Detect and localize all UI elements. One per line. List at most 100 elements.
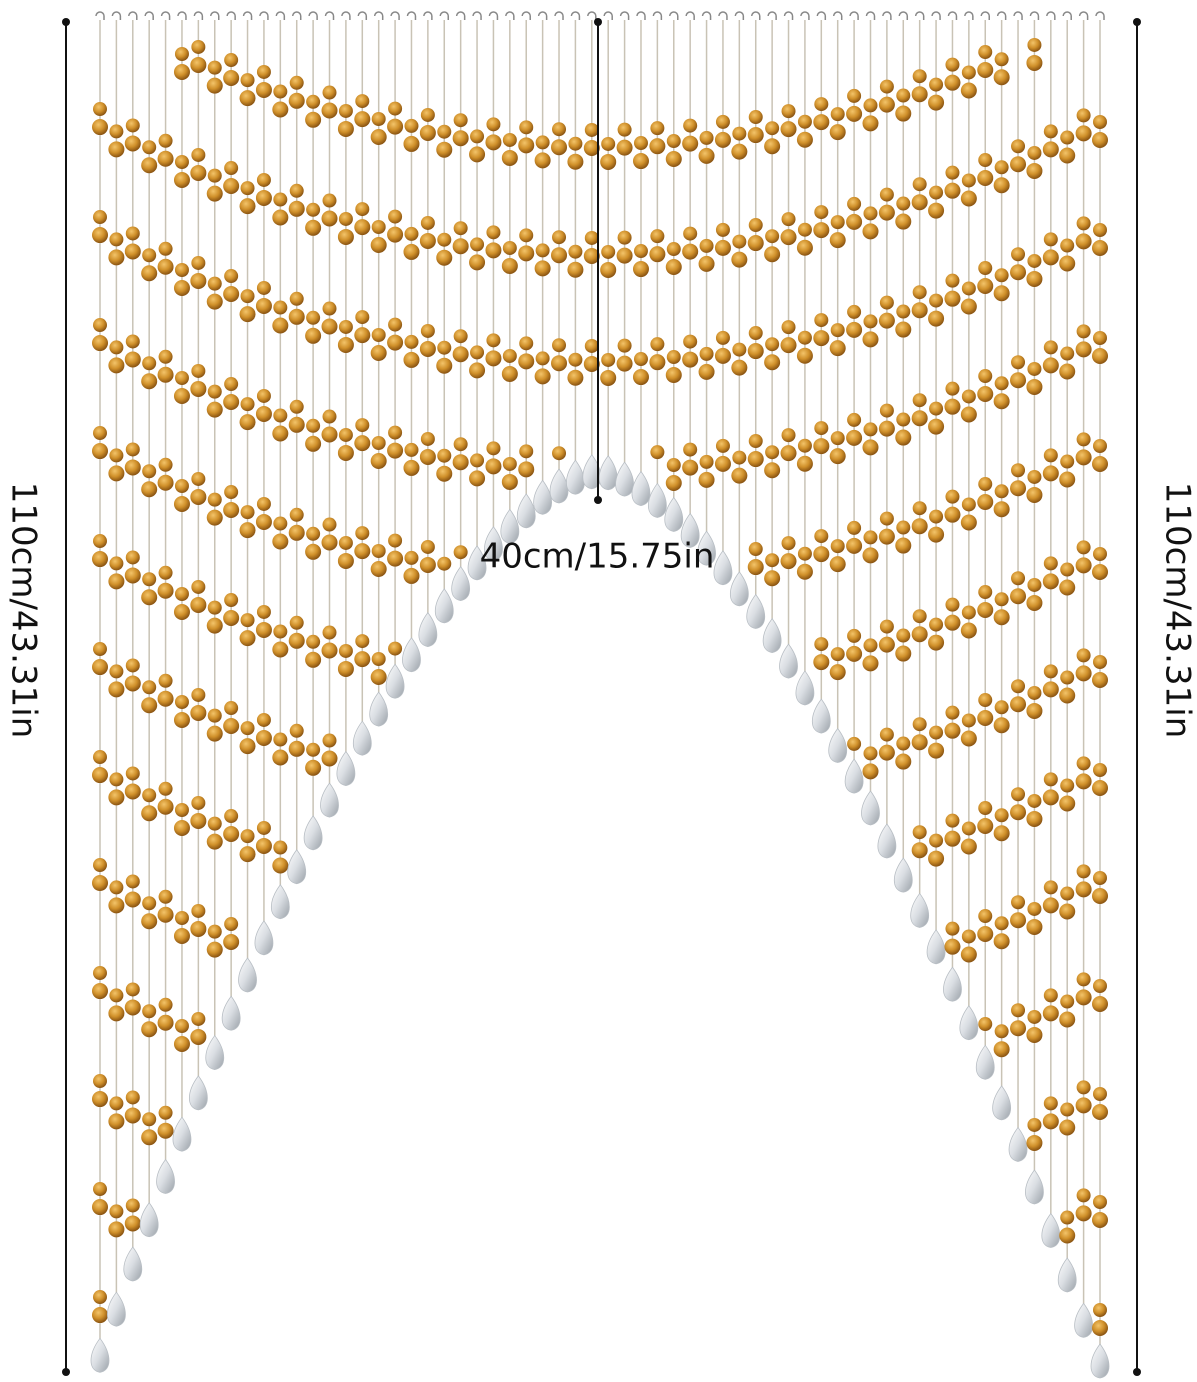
dimension-lines [65, 22, 1138, 1372]
amber-bead [371, 651, 386, 666]
amber-bead [108, 789, 125, 806]
amber-bead [206, 401, 223, 418]
amber-bead [960, 514, 977, 531]
amber-bead [338, 103, 353, 118]
amber-bead [878, 96, 895, 113]
amber-bead [1042, 141, 1059, 158]
amber-bead [207, 492, 222, 507]
amber-bead [92, 119, 108, 136]
amber-bead [124, 999, 141, 1016]
amber-bead [157, 1122, 174, 1139]
amber-bead [256, 604, 271, 619]
amber-bead [846, 645, 863, 662]
endpoint [594, 18, 602, 26]
amber-bead [191, 363, 206, 378]
amber-bead [224, 593, 239, 608]
amber-bead [1059, 1119, 1076, 1136]
amber-bead [911, 626, 928, 643]
amber-bead [1093, 1087, 1107, 1101]
amber-bead [911, 842, 928, 859]
amber-bead [388, 425, 403, 440]
crystal-drop [156, 1158, 175, 1194]
amber-bead [682, 459, 699, 476]
amber-bead [1027, 577, 1042, 592]
hook [1013, 11, 1023, 20]
amber-bead [486, 225, 501, 240]
amber-bead [1075, 557, 1092, 574]
crystal-drop [106, 1291, 126, 1327]
amber-bead [240, 289, 255, 304]
amber-bead [453, 545, 468, 560]
amber-bead [223, 610, 240, 627]
amber-bead [108, 141, 125, 158]
amber-bead [469, 254, 486, 271]
amber-bead [945, 57, 960, 72]
amber-bead [846, 321, 863, 338]
amber-bead [1092, 348, 1108, 364]
amber-bead [961, 821, 976, 836]
amber-bead [190, 164, 207, 181]
amber-bead [1026, 810, 1043, 827]
hook [537, 11, 548, 20]
amber-bead [1011, 787, 1026, 802]
amber-bead [240, 397, 255, 412]
amber-bead [224, 809, 239, 824]
amber-bead [125, 874, 140, 889]
amber-bead [272, 101, 289, 118]
amber-bead [239, 90, 256, 107]
amber-bead [289, 399, 304, 414]
amber-bead [1060, 238, 1075, 253]
amber-bead [502, 240, 517, 255]
amber-bead [944, 614, 961, 631]
amber-bead [1092, 1212, 1108, 1228]
amber-bead [288, 524, 305, 541]
amber-bead [895, 105, 912, 122]
crystal-drop [418, 611, 438, 648]
amber-bead [190, 272, 207, 289]
amber-bead [1043, 556, 1058, 571]
amber-bead [239, 738, 256, 755]
amber-bead [1059, 471, 1076, 488]
amber-bead [960, 82, 977, 99]
amber-bead [1060, 130, 1075, 145]
amber-bead [977, 494, 994, 511]
hook [242, 11, 253, 20]
hook [1062, 11, 1072, 20]
amber-bead [404, 226, 419, 241]
hook [800, 11, 810, 20]
amber-bead [452, 454, 469, 471]
amber-bead [224, 269, 239, 284]
amber-bead [960, 838, 977, 855]
amber-bead [665, 367, 682, 384]
crystal-drop [828, 727, 848, 763]
amber-bead [370, 452, 387, 469]
amber-bead [796, 455, 813, 472]
amber-bead [699, 346, 714, 361]
amber-bead [1011, 571, 1026, 586]
amber-bead [92, 767, 108, 784]
amber-bead [929, 185, 944, 200]
endpoint [62, 1368, 70, 1376]
amber-bead [355, 634, 370, 649]
amber-bead [929, 833, 944, 848]
amber-bead [419, 448, 436, 465]
amber-bead [698, 255, 715, 272]
amber-bead [1010, 588, 1027, 605]
amber-bead [158, 133, 173, 148]
amber-bead [109, 1096, 124, 1111]
amber-bead [501, 257, 518, 274]
amber-bead [878, 528, 895, 545]
amber-bead [470, 453, 485, 468]
hook [587, 11, 597, 20]
amber-bead [338, 643, 353, 658]
hook [390, 11, 400, 20]
crystal-drop [910, 892, 930, 928]
amber-bead [977, 170, 994, 187]
amber-bead [1075, 881, 1092, 898]
amber-bead [125, 226, 140, 241]
amber-bead [255, 297, 272, 314]
amber-bead [552, 122, 567, 137]
amber-bead [124, 891, 141, 908]
amber-bead [1076, 756, 1091, 771]
amber-bead [896, 736, 911, 751]
